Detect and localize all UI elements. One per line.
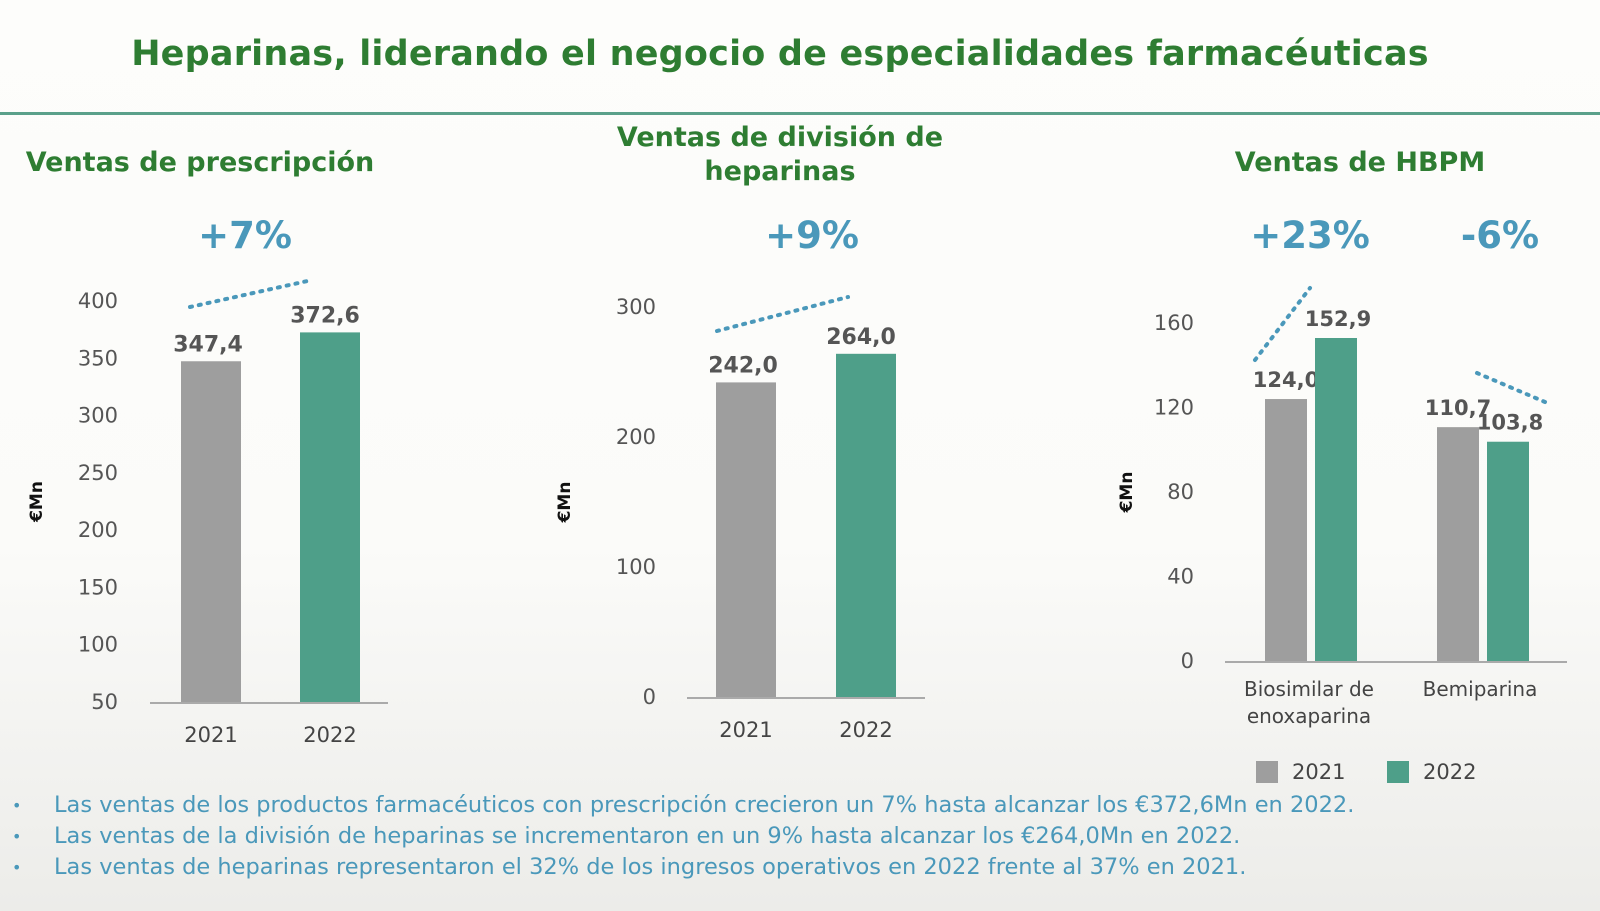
growth-label-biosimilar: +23% bbox=[1250, 214, 1370, 257]
y-tick-label: 100 bbox=[616, 555, 656, 579]
chart-title-heparinas: Ventas de división de heparinas bbox=[616, 122, 944, 187]
y-tick-label: 0 bbox=[1181, 649, 1194, 673]
y-axis-label: €Mn bbox=[27, 481, 47, 523]
x-tick-label: Biosimilar de bbox=[1244, 677, 1374, 701]
x-tick-label: enoxaparina bbox=[1247, 704, 1371, 728]
bullet-list: • Las ventas de los productos farmacéutic… bbox=[0, 790, 1600, 883]
growth-label-bemiparina: -6% bbox=[1460, 214, 1540, 257]
bar-value-label: 372,6 bbox=[290, 303, 360, 328]
y-tick-label: 300 bbox=[616, 295, 656, 319]
legend-2022: 2022 bbox=[1387, 760, 1476, 784]
y-tick-label: 100 bbox=[78, 633, 118, 657]
x-tick-label: 2022 bbox=[839, 718, 892, 742]
bar-value-label: 242,0 bbox=[708, 353, 778, 378]
bar-value-label: 264,0 bbox=[826, 325, 896, 350]
x-tick-label: Bemiparina bbox=[1423, 677, 1538, 701]
x-tick-label: 2022 bbox=[303, 723, 356, 747]
y-tick-label: 40 bbox=[1167, 565, 1194, 589]
title-divider bbox=[0, 112, 1600, 115]
page-title: Heparinas, liderando el negocio de espec… bbox=[131, 34, 1429, 74]
growth-label-heparinas: +9% bbox=[765, 214, 859, 257]
bar-value-label: 152,9 bbox=[1305, 307, 1371, 331]
bar-2022 bbox=[1487, 441, 1529, 661]
bullet-item: • Las ventas de la división de heparinas … bbox=[0, 821, 1600, 852]
y-tick-label: 50 bbox=[91, 690, 118, 714]
bar-value-label: 124,0 bbox=[1253, 368, 1319, 392]
bar-value-label: 347,4 bbox=[173, 332, 243, 357]
bar-value-label: 103,8 bbox=[1477, 411, 1543, 435]
y-tick-label: 200 bbox=[78, 518, 118, 542]
bar-value-label: 110,7 bbox=[1425, 396, 1491, 420]
y-tick-label: 350 bbox=[78, 346, 118, 370]
legend-label-2021: 2021 bbox=[1292, 760, 1346, 784]
bullet-dot-icon: • bbox=[12, 796, 22, 815]
y-tick-label: 400 bbox=[78, 289, 118, 313]
trend-dotted-line bbox=[1253, 286, 1312, 362]
y-tick-label: 80 bbox=[1167, 480, 1194, 504]
y-axis-label: €Mn bbox=[555, 482, 575, 524]
y-tick-label: 250 bbox=[78, 461, 118, 485]
legend-swatch-2021 bbox=[1256, 761, 1278, 783]
trend-dotted-line bbox=[1475, 371, 1547, 404]
x-tick-label: 2021 bbox=[719, 718, 772, 742]
chart-title-prescripcion: Ventas de prescripción bbox=[25, 147, 375, 178]
bar-2022 bbox=[300, 332, 360, 702]
bar-2021 bbox=[1437, 427, 1479, 661]
bar-2021 bbox=[1265, 399, 1307, 661]
y-tick-label: 0 bbox=[643, 685, 656, 709]
legend-2021: 2021 bbox=[1256, 760, 1345, 784]
bar-2022 bbox=[836, 353, 896, 697]
x-tick-label: 2021 bbox=[184, 723, 237, 747]
y-tick-label: 120 bbox=[1154, 396, 1194, 420]
bar-2021 bbox=[181, 361, 241, 702]
bullet-text: Las ventas de la división de heparinas s… bbox=[54, 823, 1241, 849]
y-tick-label: 160 bbox=[1154, 311, 1194, 335]
bullet-item: • Las ventas de los productos farmacéutic… bbox=[0, 790, 1600, 821]
charts-canvas: 50100150200250300350400€Mn347,42021372,6… bbox=[27, 278, 1567, 747]
bullet-text: Las ventas de los productos farmacéutico… bbox=[54, 792, 1355, 818]
chart-title-hbpm: Ventas de HBPM bbox=[1234, 147, 1486, 178]
trend-dotted-line bbox=[188, 278, 314, 309]
y-tick-label: 300 bbox=[78, 404, 118, 428]
bullet-text: Las ventas de heparinas representaron el… bbox=[54, 854, 1247, 880]
y-tick-label: 150 bbox=[78, 575, 118, 599]
growth-label-prescripcion: +7% bbox=[198, 214, 292, 257]
legend-swatch-2022 bbox=[1387, 761, 1409, 783]
bar-2022 bbox=[1315, 337, 1357, 661]
legend-label-2022: 2022 bbox=[1423, 760, 1477, 784]
bullet-dot-icon: • bbox=[12, 827, 22, 846]
bullet-dot-icon: • bbox=[12, 858, 22, 877]
bullet-item: • Las ventas de heparinas representaron e… bbox=[0, 852, 1600, 883]
y-axis-label: €Mn bbox=[1117, 472, 1137, 514]
bar-2021 bbox=[716, 382, 776, 697]
y-tick-label: 200 bbox=[616, 425, 656, 449]
